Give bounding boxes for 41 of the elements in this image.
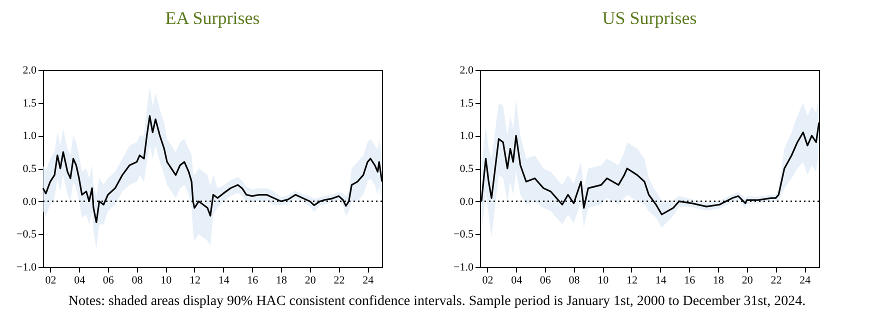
chart-title: EA Surprises	[165, 8, 260, 28]
y-tick-label: 1.0	[460, 130, 474, 142]
x-tick-label: 12	[626, 274, 638, 286]
x-tick-label: 22	[334, 274, 345, 286]
x-tick-label: 14	[655, 274, 667, 286]
x-tick-label: 06	[102, 274, 114, 286]
y-tick-label: −1.0	[16, 262, 37, 274]
x-tick-label: 10	[160, 274, 172, 286]
x-tick-label: 16	[247, 274, 259, 286]
y-tick-label: 0.0	[460, 196, 474, 208]
chart-title: US Surprises	[602, 8, 697, 28]
x-tick-label: 18	[276, 274, 288, 286]
x-tick-label: 18	[713, 274, 725, 286]
x-tick-label: 10	[598, 274, 610, 286]
x-tick-label: 24	[800, 274, 812, 286]
x-tick-label: 22	[770, 274, 782, 286]
y-tick-label: 2.0	[460, 64, 474, 76]
x-tick-label: 08	[568, 274, 580, 286]
y-tick-label: 0.0	[22, 196, 37, 208]
x-tick-label: 20	[304, 274, 316, 286]
y-tick-label: 2.0	[22, 64, 37, 76]
x-tick-label: 06	[540, 274, 552, 286]
y-tick-label: −0.5	[16, 228, 37, 241]
x-tick-label: 12	[189, 274, 200, 286]
y-tick-label: 1.5	[460, 97, 474, 110]
y-tick-label: −1.0	[454, 262, 474, 274]
y-tick-label: −0.5	[454, 228, 474, 241]
x-tick-label: 16	[684, 274, 696, 286]
x-tick-label: 24	[362, 274, 374, 286]
y-tick-label: 1.5	[22, 97, 37, 110]
y-tick-label: 0.5	[22, 163, 37, 175]
y-tick-label: 1.0	[22, 130, 37, 142]
x-tick-label: 08	[132, 274, 144, 286]
text: Notes: shaded areas display 90% HAC consistent confidence intervals. Sample period is January 1st, 2000 to December 31st, 2024.	[67, 294, 807, 310]
x-tick-label: 04	[511, 274, 523, 286]
x-tick-label: 02	[45, 274, 56, 286]
x-tick-label: 02	[482, 274, 494, 286]
x-tick-label: 14	[218, 274, 230, 286]
x-tick-label: 20	[742, 274, 754, 286]
y-tick-label: 0.5	[460, 163, 474, 175]
x-tick-label: 04	[74, 274, 86, 286]
